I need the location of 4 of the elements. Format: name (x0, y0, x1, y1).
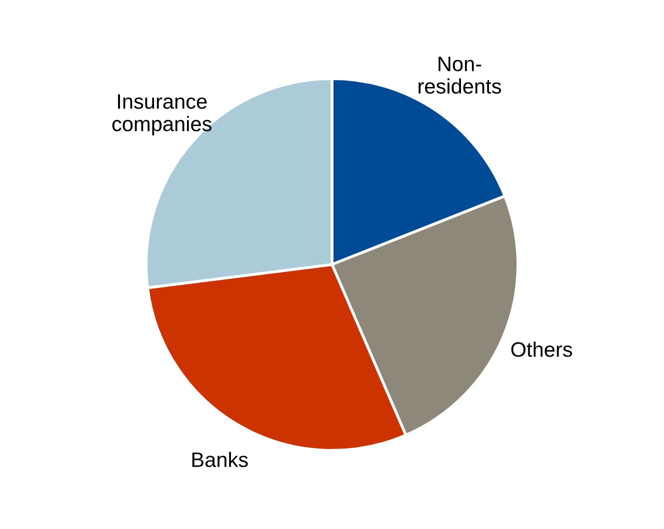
slice-label: Others (511, 342, 572, 357)
slice-label: Non- residents (418, 56, 502, 94)
slice-label: Insurance companies (112, 94, 212, 136)
slice-label: Banks (192, 452, 248, 468)
